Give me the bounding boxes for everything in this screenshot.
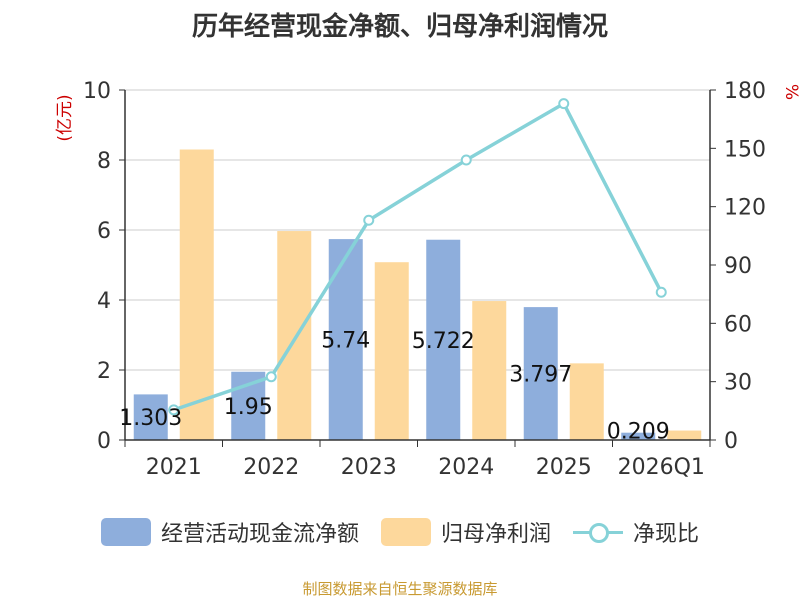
bar-net-profit xyxy=(277,231,312,440)
legend-item-ratio[interactable]: 净现比 xyxy=(573,516,699,548)
y2-tick-label: 60 xyxy=(724,312,752,337)
ratio-point xyxy=(168,404,180,416)
y-tick-label: 6 xyxy=(97,219,111,244)
legend-swatch-net-profit xyxy=(380,518,431,546)
ratio-line xyxy=(173,101,663,412)
bar-net-profit xyxy=(179,149,214,440)
legend-item-cashflow[interactable]: 经营活动现金流净额 xyxy=(100,516,359,548)
bar-net-profit xyxy=(667,430,702,440)
ratio-point xyxy=(655,286,667,298)
x-tick-label: 2024 xyxy=(438,455,494,480)
y2-tick-label: 150 xyxy=(724,137,766,162)
ratio-point xyxy=(460,154,472,166)
legend-label-net-profit: 归母净利润 xyxy=(440,522,551,547)
x-tick-label: 2026Q1 xyxy=(618,455,705,480)
y-tick-label: 10 xyxy=(83,79,111,104)
x-tick-label: 2023 xyxy=(341,455,397,480)
y2-tick-label: 120 xyxy=(724,196,766,221)
bar-data-label: 0.209 xyxy=(607,420,670,445)
x-tick-label: 2022 xyxy=(243,455,299,480)
bar-data-label: 5.74 xyxy=(321,329,370,354)
bar-data-label: 3.797 xyxy=(509,363,572,388)
ratio-point xyxy=(363,214,375,226)
bar-data-label: 1.95 xyxy=(224,395,273,420)
x-tick-label: 2021 xyxy=(146,455,202,480)
y-tick-label: 2 xyxy=(97,359,111,384)
legend-swatch-ratio xyxy=(573,518,623,546)
legend: 经营活动现金流净额 归母净利润 净现比 xyxy=(0,516,800,548)
y-tick-label: 0 xyxy=(97,429,111,454)
bar-cashflow xyxy=(133,394,168,440)
y2-tick-label: 30 xyxy=(724,371,752,396)
chart-title: 历年经营现金净额、归母净利润情况 xyxy=(191,12,608,42)
ratio-point xyxy=(558,98,570,110)
y2-axis-unit-label: % xyxy=(781,84,800,100)
legend-item-net-profit[interactable]: 归母净利润 xyxy=(380,516,551,548)
y-tick-label: 4 xyxy=(97,289,111,314)
bar-data-label: 5.722 xyxy=(412,329,475,354)
ratio-point xyxy=(265,371,277,383)
legend-label-ratio: 净现比 xyxy=(633,522,700,547)
bar-net-profit xyxy=(569,363,604,440)
bar-cashflow xyxy=(523,307,558,440)
y-axis-unit-label: (亿元) xyxy=(55,94,75,141)
y-tick-label: 8 xyxy=(97,149,111,174)
bar-cashflow xyxy=(621,432,656,440)
bar-data-label: 1.303 xyxy=(119,406,182,431)
y2-tick-label: 90 xyxy=(724,254,752,279)
x-tick-label: 2025 xyxy=(536,455,592,480)
y2-tick-label: 0 xyxy=(724,429,738,454)
legend-swatch-cashflow xyxy=(100,518,151,546)
bar-net-profit xyxy=(472,301,507,440)
bar-cashflow xyxy=(426,239,461,440)
legend-label-cashflow: 经营活动现金流净额 xyxy=(160,522,359,547)
y2-tick-label: 180 xyxy=(724,79,766,104)
bar-net-profit xyxy=(374,262,409,440)
source-note: 制图数据来自恒生聚源数据库 xyxy=(302,580,498,598)
